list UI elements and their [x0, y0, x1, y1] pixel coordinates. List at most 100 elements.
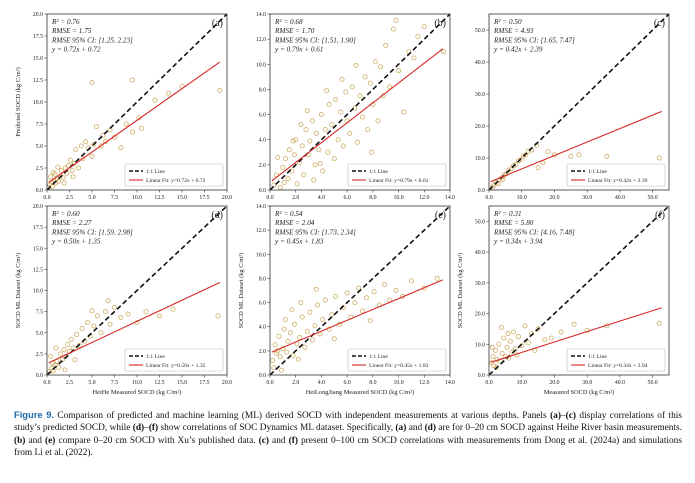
data-point — [333, 294, 339, 300]
legend-label-one-to-one: 1:1 Line — [369, 354, 388, 360]
data-point — [294, 181, 300, 187]
stats-line: y = 0.45x + 1.83 — [274, 238, 324, 246]
one-to-one-line — [47, 206, 227, 375]
stats-line: R² = 0.31 — [493, 210, 522, 218]
data-point — [363, 295, 369, 301]
data-point — [415, 34, 421, 40]
data-point — [107, 321, 113, 327]
y-tick-label: 0.0 — [259, 373, 266, 379]
data-point — [489, 184, 495, 190]
data-point — [387, 84, 393, 90]
data-point — [281, 326, 287, 332]
x-tick-label: 4.0 — [318, 195, 325, 201]
data-point — [331, 156, 337, 162]
x-tick-label: 2.0 — [292, 195, 299, 201]
data-point — [58, 168, 64, 174]
data-point — [309, 118, 315, 124]
stats-line: R² = 0.60 — [51, 210, 80, 218]
panel-frame — [488, 205, 670, 376]
data-point — [369, 149, 375, 155]
x-tick-label: 10.0 — [393, 195, 403, 201]
data-point — [312, 162, 318, 168]
data-point — [58, 351, 63, 357]
legend-label-fit: Linear Fit: y=0.34x + 3.94 — [588, 363, 648, 369]
data-point — [53, 345, 59, 351]
y-tick-label: 15.0 — [33, 246, 43, 252]
data-point — [507, 338, 513, 344]
stats-line: RMSE = 1.75 — [51, 27, 92, 35]
data-point — [656, 155, 662, 161]
data-point — [270, 358, 276, 363]
data-point — [380, 93, 386, 99]
data-point — [322, 127, 328, 133]
data-point — [290, 138, 296, 144]
data-point — [506, 167, 512, 173]
x-tick-label: 8.0 — [369, 380, 376, 386]
data-point — [276, 333, 282, 339]
data-point — [130, 129, 135, 135]
data-point — [515, 158, 521, 164]
caption-text: Comparison of predicted and machine lear… — [14, 411, 682, 459]
data-point — [285, 176, 291, 182]
data-point — [329, 312, 335, 318]
x-tick-label: 5.0 — [88, 380, 95, 386]
data-point — [343, 89, 349, 95]
data-point — [493, 347, 499, 353]
data-point — [576, 152, 582, 158]
data-point — [542, 337, 548, 343]
x-tick-label: 0.0 — [43, 380, 50, 386]
x-tick-label: 20.0 — [222, 380, 232, 386]
data-point — [362, 74, 368, 80]
data-point — [298, 122, 304, 128]
data-point — [508, 166, 514, 172]
data-point — [62, 165, 68, 171]
data-point — [123, 121, 129, 127]
data-point — [125, 311, 131, 317]
data-point — [76, 342, 82, 348]
x-tick-label: 40.0 — [615, 380, 625, 386]
y-tick-label: 2.0 — [259, 349, 266, 355]
data-point — [504, 344, 510, 350]
data-point — [85, 320, 90, 326]
data-point — [490, 354, 496, 360]
stats-line: RMSE 95% CI: [1.59, 2.98] — [51, 228, 133, 236]
x-tick-label: 5.0 — [88, 195, 95, 201]
data-point — [496, 341, 502, 347]
data-point — [501, 335, 507, 341]
data-point — [378, 64, 384, 70]
data-point — [352, 300, 358, 306]
legend-box — [566, 163, 666, 187]
figure-caption: Figure 9. Comparison of predicted and ma… — [14, 409, 682, 460]
stats-line: RMSE = 2.27 — [51, 219, 92, 227]
data-point — [98, 143, 104, 149]
data-point — [320, 168, 326, 174]
data-point — [318, 112, 324, 118]
data-point — [98, 330, 104, 336]
chart-panel-d: 0.0 2.5 5.0 7.5 10.0 12.5 15.0 17.5 20.0 0.0 2.5 5.… — [15, 204, 232, 396]
data-point — [60, 175, 66, 181]
data-point — [317, 161, 323, 167]
data-point — [522, 323, 528, 329]
x-tick-label: 50.0 — [648, 195, 658, 201]
data-point — [421, 24, 427, 30]
stats-line: R² = 0.68 — [274, 18, 303, 26]
data-point — [295, 356, 301, 362]
panel-letter: (b) — [434, 18, 446, 29]
x-tick-label: 12.5 — [154, 195, 164, 201]
x-tick-label: 15.0 — [177, 195, 187, 201]
y-tick-label: 8.0 — [259, 276, 266, 282]
plot-area — [489, 206, 669, 375]
y-tick-label: 12.0 — [256, 37, 266, 43]
data-point — [304, 329, 310, 335]
y-tick-label: 20.0 — [33, 12, 43, 18]
x-tick-label: 30.0 — [582, 380, 592, 386]
stats-line: RMSE 95% CI: [1.65, 7.47] — [493, 36, 575, 44]
x-tick-label: 15.0 — [177, 380, 187, 386]
data-point — [280, 164, 286, 170]
chart-panel-c: 0.0 10.0 20.0 30.0 40.0 50.0 0.0 10.0 20.0 30.0 40… — [475, 13, 670, 201]
data-point — [271, 182, 277, 188]
data-point — [396, 68, 402, 74]
stats-line: RMSE 95% CI: [1.25, 2.23] — [51, 36, 133, 44]
data-point — [80, 155, 86, 161]
data-point — [91, 141, 97, 147]
